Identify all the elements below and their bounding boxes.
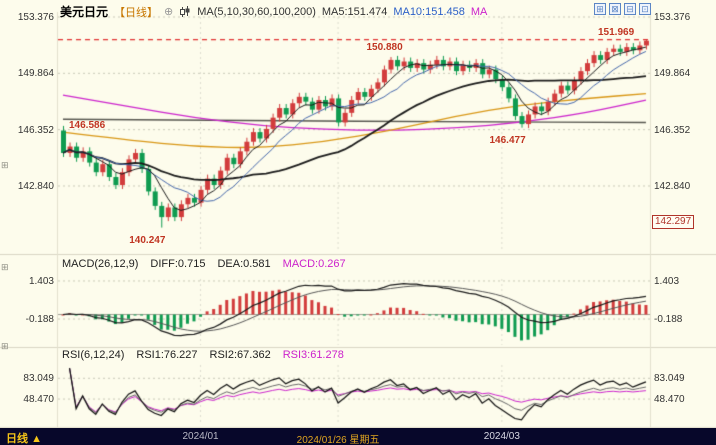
price-axis-label-right: 149.864 — [654, 68, 691, 80]
rsi-header: RSI(6,12,24) RSI1:76.227 RSI2:67.362 RSI… — [62, 349, 344, 361]
layout-expand-icon[interactable]: ⊡ — [639, 3, 651, 15]
price-annotation: 150.880 — [366, 42, 403, 54]
price-axis-label-left: 146.352 — [17, 124, 54, 136]
candlestick-icon — [179, 5, 191, 18]
macd-header: MACD(26,12,9) DIFF:0.715 DEA:0.581 MACD:… — [62, 258, 346, 270]
add-indicator-icon[interactable]: ⊕ — [164, 6, 174, 18]
rsi-axis-label-left: 83.049 — [23, 373, 54, 385]
timeframe-label[interactable]: 【日线】 — [114, 6, 159, 19]
layout-grid-icon[interactable]: ⊞ — [594, 3, 606, 15]
macd-axis-label-right: -0.188 — [654, 314, 683, 326]
macd-panel-toggle-icon[interactable]: ⊞ — [1, 262, 9, 272]
rsi-panel-toggle-icon[interactable]: ⊞ — [1, 341, 9, 351]
timeline-bar: 日线 ▲ 2024/01 2024/01/26 星期五 2024/03 — [0, 428, 716, 445]
rsi1-value: RSI1:76.227 — [136, 349, 198, 361]
ma-settings-label[interactable]: MA(5,10,30,60,100,200) — [197, 5, 316, 18]
price-axis-label-left: 149.864 — [17, 68, 54, 80]
main-panel-toggle-icon[interactable]: ⊞ — [1, 160, 9, 170]
price-axis-label-right: 142.840 — [654, 180, 691, 192]
price-annotation: 140.247 — [129, 234, 166, 246]
macd-axis-label-right: 1.403 — [654, 275, 680, 287]
ma10-value: MA10:151.458 — [393, 5, 465, 18]
chart-toolbar: ⊞ ⊠ ⊟ ⊡ — [594, 3, 651, 15]
chart-header: 美元日元 【日线】 ⊕ MA(5,10,30,60,100,200) MA5:1… — [60, 3, 487, 20]
ma-overflow-value: MA — [470, 5, 488, 18]
macd-value: MACD:0.267 — [282, 258, 346, 270]
macd-title[interactable]: MACD(26,12,9) — [62, 258, 139, 270]
rsi-axis-label-right: 48.470 — [654, 394, 685, 406]
timeframe-selector[interactable]: 日线 ▲ — [6, 430, 42, 445]
layout-rows-icon[interactable]: ⊟ — [624, 3, 636, 15]
rsi-axis-label-left: 48.470 — [23, 394, 54, 406]
macd-axis-label-left: 1.403 — [28, 275, 54, 287]
rsi-axis-label-right: 83.049 — [654, 373, 685, 385]
price-annotation: 146.477 — [489, 134, 526, 146]
macd-dea-value: DEA:0.581 — [217, 258, 271, 270]
price-axis-label-right: 153.376 — [654, 12, 691, 23]
timeline-date-label: 2024/01 — [182, 431, 219, 442]
timeline-date-label: 2024/01/26 星期五 — [296, 435, 380, 445]
price-axis-label-right: 146.352 — [654, 124, 691, 136]
ma5-value: MA5:151.474 — [321, 5, 388, 18]
price-axis-label-left: 142.840 — [17, 180, 54, 192]
macd-axis-label-left: -0.188 — [25, 314, 54, 326]
high-price-label: 151.969 — [598, 26, 635, 38]
layout-split-icon[interactable]: ⊠ — [609, 3, 621, 15]
symbol-name[interactable]: 美元日元 — [60, 5, 109, 19]
price-axis-label-left: 153.376 — [17, 12, 54, 23]
price-annotation: 146.586 — [69, 119, 106, 131]
timeframe-arrow-icon: ▲ — [31, 433, 42, 445]
rsi-title[interactable]: RSI(6,12,24) — [62, 349, 125, 361]
macd-diff-value: DIFF:0.715 — [150, 258, 206, 270]
rsi2-value: RSI2:67.362 — [209, 349, 271, 361]
rsi3-value: RSI3:61.278 — [282, 349, 344, 361]
timeframe-text: 日线 — [6, 433, 28, 445]
timeline-date-label: 2024/03 — [483, 431, 520, 442]
price-marker-box: 142.297 — [652, 215, 695, 229]
